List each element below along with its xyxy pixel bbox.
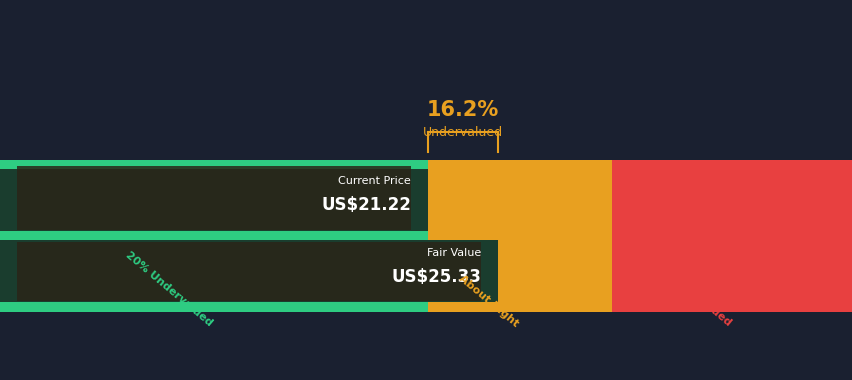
Bar	[17, 242, 481, 301]
Text: US$25.33: US$25.33	[391, 268, 481, 285]
Text: 20% Undervalued: 20% Undervalued	[124, 250, 214, 328]
Text: Current Price: Current Price	[338, 176, 411, 186]
Text: 16.2%: 16.2%	[427, 100, 498, 120]
Bar	[428, 160, 612, 312]
Bar	[0, 240, 498, 302]
Text: Fair Value: Fair Value	[426, 248, 481, 258]
Bar	[0, 160, 428, 312]
Bar	[612, 160, 852, 312]
Text: Undervalued: Undervalued	[423, 126, 503, 139]
Text: 20% Overvalued: 20% Overvalued	[648, 255, 732, 328]
Text: About Right: About Right	[457, 273, 520, 328]
Text: US$21.22: US$21.22	[321, 196, 411, 214]
Bar	[17, 166, 411, 230]
Bar	[0, 169, 428, 231]
